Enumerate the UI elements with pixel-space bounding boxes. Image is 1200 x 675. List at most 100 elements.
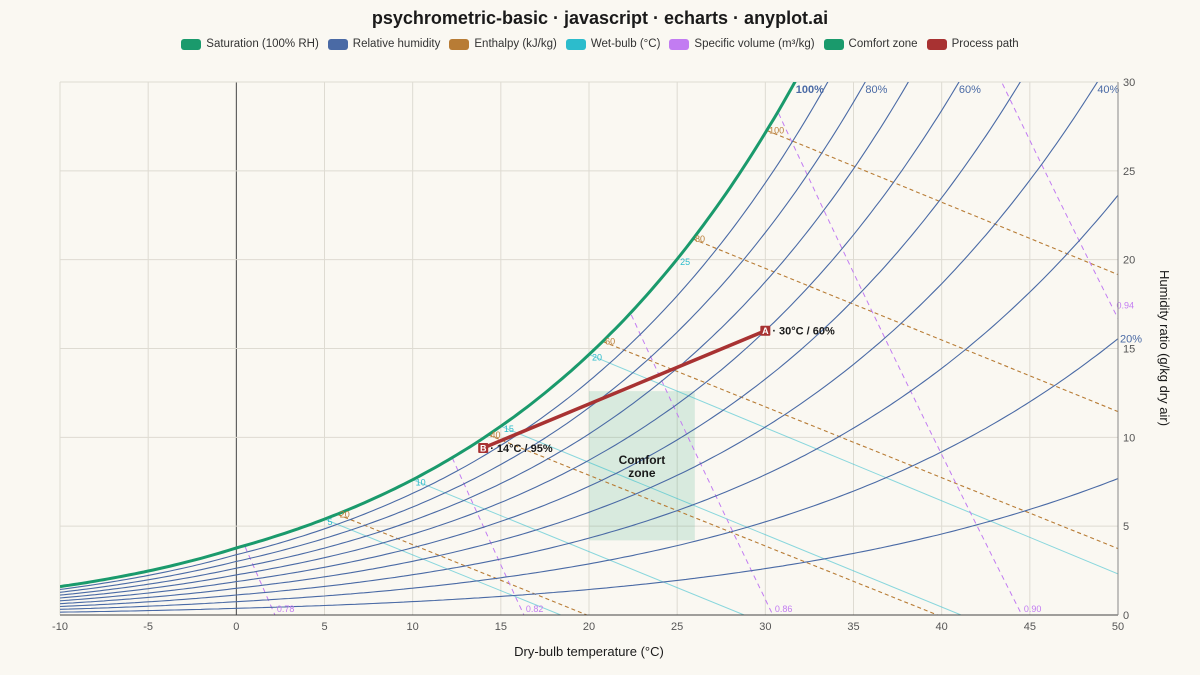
y-tick-label: 20 bbox=[1123, 255, 1135, 267]
process-point-marker[interactable] bbox=[478, 442, 489, 453]
rh-curve[interactable] bbox=[60, 72, 871, 593]
legend-item-enthalpy[interactable]: Enthalpy (kJ/kg) bbox=[449, 38, 557, 50]
y-tick-label: 25 bbox=[1123, 166, 1135, 178]
x-tick-label: 10 bbox=[407, 621, 419, 633]
rh-curve[interactable] bbox=[60, 477, 1118, 613]
wetbulb-label: 20 bbox=[592, 353, 602, 363]
wetbulb-label: 10 bbox=[416, 478, 426, 488]
axes: Dry-bulb temperature (°C) Humidity ratio… bbox=[52, 77, 1172, 659]
rh-label: 60% bbox=[959, 84, 981, 96]
volume-label: 0.82 bbox=[526, 604, 544, 614]
wetbulb-line bbox=[500, 425, 962, 615]
volume-line bbox=[1001, 82, 1118, 320]
enthalpy-label: 80 bbox=[695, 234, 705, 244]
legend-item-rh[interactable]: Relative humidity bbox=[327, 38, 441, 50]
comfort-zone-label: zone bbox=[628, 466, 656, 480]
legend-label: Wet-bulb (°C) bbox=[590, 38, 661, 50]
legend-label: Enthalpy (kJ/kg) bbox=[474, 38, 557, 50]
enthalpy-label: 20 bbox=[340, 509, 350, 519]
wetbulb-label: 25 bbox=[680, 257, 690, 267]
process-path[interactable] bbox=[482, 329, 767, 450]
x-tick-label: 15 bbox=[495, 621, 507, 633]
process-point-label: · 30°C / 60% bbox=[772, 326, 835, 338]
legend-label: Process path bbox=[951, 38, 1019, 50]
rh-curve[interactable] bbox=[60, 194, 1118, 608]
legend-swatch bbox=[327, 38, 348, 50]
legend-label: Relative humidity bbox=[352, 38, 441, 50]
rh-label: 80% bbox=[865, 84, 887, 96]
legend-item-comfort[interactable]: Comfort zone bbox=[823, 38, 918, 50]
y-axis-label: Humidity ratio (g/kg dry air) bbox=[1157, 270, 1172, 426]
wetbulb-label: 15 bbox=[504, 424, 514, 434]
enthalpy-line bbox=[602, 341, 1118, 550]
x-tick-label: 0 bbox=[233, 621, 239, 633]
comfort-zone[interactable] bbox=[589, 391, 695, 541]
volume-label: 0.94 bbox=[1116, 301, 1134, 311]
rh-label: 40% bbox=[1097, 84, 1119, 96]
enthalpy-label: 60 bbox=[605, 337, 615, 347]
x-tick-label: 45 bbox=[1024, 621, 1036, 633]
volume-line bbox=[244, 546, 276, 615]
x-tick-label: 50 bbox=[1112, 621, 1124, 633]
y-tick-label: 0 bbox=[1123, 610, 1129, 622]
rh-curve[interactable] bbox=[60, 66, 1030, 602]
legend-swatch bbox=[565, 38, 586, 50]
enthalpy-label: 40 bbox=[490, 430, 500, 440]
x-tick-label: 20 bbox=[583, 621, 595, 633]
rh-curve[interactable] bbox=[60, 70, 1105, 605]
legend-swatch bbox=[181, 38, 202, 50]
wetbulb-line bbox=[324, 518, 561, 615]
legend-label: Specific volume (m³/kg) bbox=[694, 38, 815, 50]
enthalpy-line bbox=[488, 434, 938, 615]
rh-curve[interactable] bbox=[60, 338, 1118, 610]
legend-swatch bbox=[669, 38, 690, 50]
y-tick-label: 15 bbox=[1123, 344, 1135, 356]
legend-swatch bbox=[449, 38, 470, 50]
x-tick-label: -5 bbox=[143, 621, 153, 633]
volume-label: 0.90 bbox=[1024, 604, 1042, 614]
x-tick-label: 25 bbox=[671, 621, 683, 633]
rh-curve[interactable] bbox=[60, 70, 915, 596]
legend-item-saturation[interactable]: Saturation (100% RH) bbox=[181, 38, 319, 50]
legend-item-process[interactable]: Process path bbox=[926, 38, 1019, 50]
x-axis-label: Dry-bulb temperature (°C) bbox=[514, 644, 664, 659]
chart-title: psychrometric-basic · javascript · echar… bbox=[371, 8, 829, 28]
rh-curve[interactable] bbox=[60, 66, 968, 599]
rh-label: 100% bbox=[796, 84, 824, 96]
legend: Saturation (100% RH) Relative humidity E… bbox=[0, 38, 1200, 50]
volume-label: 0.78 bbox=[277, 604, 295, 614]
x-tick-label: 35 bbox=[847, 621, 859, 633]
wetbulb-line bbox=[412, 479, 745, 615]
y-tick-label: 10 bbox=[1123, 432, 1135, 444]
legend-swatch bbox=[926, 38, 947, 50]
volume-line bbox=[630, 314, 774, 615]
process-point-id: B bbox=[480, 443, 487, 453]
wetbulb-line bbox=[588, 354, 1118, 575]
comfort-zone-label: Comfort bbox=[619, 453, 666, 467]
x-tick-label: 30 bbox=[759, 621, 771, 633]
volume-label: 0.86 bbox=[775, 604, 793, 614]
x-tick-label: 5 bbox=[321, 621, 327, 633]
volume-line bbox=[778, 113, 1023, 615]
legend-swatch bbox=[823, 38, 844, 50]
y-tick-label: 5 bbox=[1123, 521, 1129, 533]
rh-curve[interactable] bbox=[60, 68, 836, 590]
enthalpy-label: 100 bbox=[769, 126, 784, 136]
process-point-label: · 14°C / 95% bbox=[490, 443, 553, 455]
x-tick-label: -10 bbox=[52, 621, 68, 633]
enthalpy-line bbox=[766, 130, 1118, 276]
enthalpy-line bbox=[337, 513, 588, 615]
legend-item-volume[interactable]: Specific volume (m³/kg) bbox=[669, 38, 815, 50]
y-tick-label: 30 bbox=[1123, 77, 1135, 89]
legend-label: Comfort zone bbox=[848, 38, 918, 50]
process-point-id: A bbox=[762, 326, 769, 336]
process-point-marker[interactable] bbox=[760, 325, 771, 336]
volume-line bbox=[451, 457, 525, 615]
legend-item-wetbulb[interactable]: Wet-bulb (°C) bbox=[565, 38, 661, 50]
legend-label: Saturation (100% RH) bbox=[206, 38, 319, 50]
saturation-curve[interactable] bbox=[60, 72, 801, 589]
x-tick-label: 40 bbox=[936, 621, 948, 633]
wetbulb-label: 5 bbox=[328, 517, 333, 527]
